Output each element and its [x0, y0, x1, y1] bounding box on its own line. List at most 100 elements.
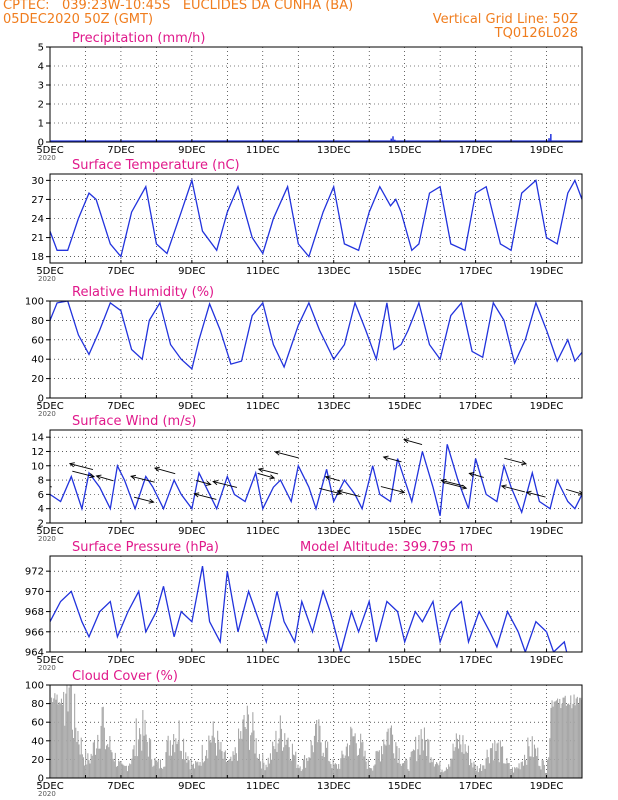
cloud-cover-bar: [414, 750, 416, 778]
wind-arrow-head: [257, 467, 264, 473]
cloud-cover-bar: [365, 761, 367, 778]
cloud-cover-bar: [188, 760, 190, 778]
cloud-cover-bar: [166, 740, 168, 778]
cloud-cover-bar: [78, 744, 80, 778]
cloud-cover-bar: [558, 704, 560, 778]
x-tick-label: 13DEC: [317, 655, 351, 666]
precip-bar: [550, 134, 552, 142]
cloud-cover-bar: [537, 747, 539, 778]
cloud-cover-bar: [252, 712, 254, 778]
x-tick-label: 9DEC: [178, 526, 205, 537]
cloud-cover-bar: [466, 752, 468, 778]
cloud-cover-bar: [235, 753, 237, 778]
cloud-cover-bar: [161, 767, 163, 778]
cloud-cover-bar: [311, 745, 313, 778]
cloud-cover-bar: [538, 765, 540, 778]
cloud-cover-bar: [143, 735, 145, 778]
cloud-cover-bar: [467, 745, 469, 778]
series-line: [50, 565, 582, 652]
cloud-cover-bar: [315, 723, 317, 778]
cloud-cover-bar: [247, 714, 249, 778]
cloud-cover-bar: [80, 737, 82, 778]
series-line: [50, 177, 582, 259]
cloud-cover-bar: [178, 720, 180, 778]
cloud-cover-bar: [562, 697, 564, 778]
cloud-cover-bar: [221, 751, 223, 778]
wind-arrow-head: [212, 480, 219, 486]
cloud-cover-bar: [216, 755, 218, 778]
cloud-cover-bar: [291, 743, 293, 778]
wind-arrow: [380, 486, 405, 493]
cloud-cover-bar: [483, 765, 485, 778]
cloud-cover-bar: [475, 770, 477, 778]
y-tick-label: 972: [25, 567, 44, 578]
cloud-cover-bar: [320, 742, 322, 778]
cloud-cover-bar: [85, 750, 87, 778]
cloud-cover-bar: [566, 704, 568, 778]
cloud-cover-bar: [142, 710, 144, 778]
precip-bar: [392, 136, 394, 142]
cloud-cover-bar: [172, 744, 174, 778]
wind-arrow: [69, 463, 94, 471]
cloud-cover-bar: [272, 741, 274, 778]
cloud-cover-bar: [268, 763, 270, 778]
y-tick-label: 14: [31, 433, 44, 444]
y-tick-label: 0: [38, 774, 44, 785]
cloud-cover-bar: [407, 769, 409, 778]
cloud-cover-bar: [450, 758, 452, 778]
cloud-cover-bar: [485, 758, 487, 778]
cloud-cover-bar: [579, 697, 581, 778]
cloud-cover-bar: [212, 721, 214, 778]
cloud-cover-bar: [250, 735, 252, 778]
cloud-cover-bar: [88, 760, 90, 778]
cloud-cover-bar: [381, 746, 383, 778]
cloud-cover-bar: [288, 747, 290, 778]
cloud-cover-bar: [151, 759, 153, 778]
cloud-cover-bar: [146, 741, 148, 778]
cloud-cover-bar: [230, 756, 232, 778]
cloud-cover-bar: [64, 725, 66, 778]
cloud-cover-bar: [348, 756, 350, 778]
header-grid-note: Vertical Grid Line: 50Z: [432, 12, 578, 27]
wind-arrow-head: [525, 490, 532, 496]
cloud-cover-bar: [394, 758, 396, 778]
wind-arrow-head: [500, 484, 507, 490]
y-tick-label: 12: [31, 447, 44, 458]
cloud-cover-bar: [433, 766, 435, 778]
cloud-cover-bar: [333, 764, 335, 778]
cloud-cover-bar: [114, 752, 116, 778]
panel-title: Cloud Cover (%): [72, 669, 178, 684]
cloud-cover-bar: [423, 727, 425, 778]
cloud-cover-bar: [294, 755, 296, 778]
x-tick-label: 11DEC: [246, 655, 280, 666]
cloud-cover-bar: [275, 730, 277, 778]
cloud-cover-bar: [90, 753, 92, 778]
cloud-cover-bar: [96, 748, 98, 778]
cloud-cover-bar: [67, 711, 69, 778]
cloud-cover-bar: [459, 734, 461, 778]
cloud-cover-bar: [547, 759, 549, 778]
x-tick-label: 17DEC: [459, 145, 493, 156]
x-tick-label: 9DEC: [178, 266, 205, 277]
cloud-cover-bar: [405, 758, 407, 778]
cloud-cover-bar: [155, 760, 157, 778]
cloud-cover-bar: [474, 764, 476, 778]
cloud-cover-bar: [297, 764, 299, 778]
cloud-cover-bar: [129, 763, 131, 778]
cloud-cover-bar: [52, 702, 54, 778]
cloud-cover-bar: [331, 768, 333, 778]
cloud-cover-bar: [153, 765, 155, 778]
cloud-cover-bar: [256, 757, 258, 778]
cloud-cover-bar: [470, 759, 472, 778]
cloud-cover-bar: [69, 685, 71, 778]
cloud-cover-bar: [419, 754, 421, 778]
cloud-cover-bar: [519, 769, 521, 778]
wind-arrow-head: [193, 492, 200, 498]
cloud-cover-bar: [57, 704, 59, 778]
panel-title: Precipitation (mm/h): [72, 31, 205, 46]
cloud-cover-bar: [139, 728, 141, 778]
wind-arrow-head: [403, 438, 410, 444]
cloud-cover-bar: [498, 762, 500, 778]
cloud-cover-bar: [392, 734, 394, 778]
cloud-cover-bar: [374, 764, 376, 778]
